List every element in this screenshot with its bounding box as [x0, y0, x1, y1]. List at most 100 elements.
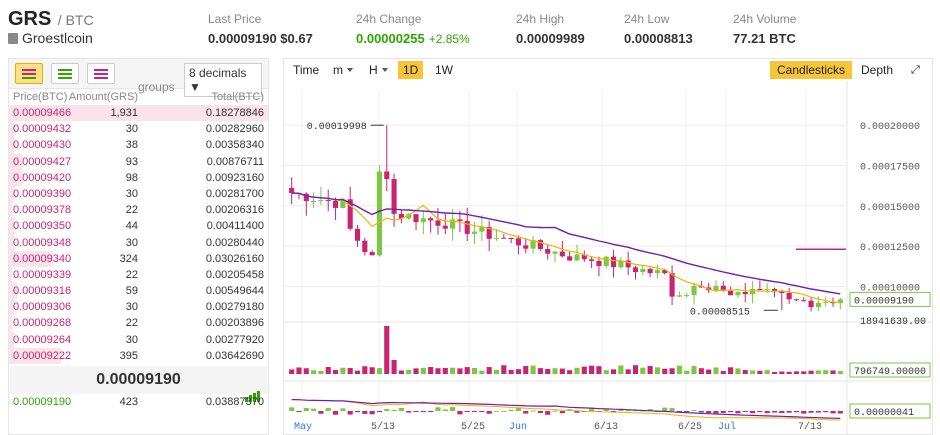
time-button[interactable]: Time — [293, 63, 320, 77]
ask-amount: 98 — [125, 171, 138, 184]
volume-bar — [296, 367, 302, 374]
coin-name: Groestlcoin — [8, 30, 93, 46]
candle-body — [457, 219, 463, 221]
candle-body — [823, 301, 829, 303]
hours-dropdown[interactable]: H — [364, 61, 393, 79]
ask-amount: 30 — [125, 123, 138, 136]
macd-bar — [376, 411, 383, 412]
ask-row[interactable]: 0.00009340 324 0.03026160 — [9, 250, 268, 267]
ask-amount: 59 — [125, 285, 138, 298]
volume-bar — [567, 370, 573, 374]
macd-bar — [771, 411, 778, 413]
volume-bar — [508, 369, 514, 374]
candle-body — [684, 295, 690, 297]
book-view-both-button[interactable] — [15, 63, 43, 84]
low-annotation: 0.00008515 — [690, 307, 750, 318]
macd-bar — [691, 410, 697, 412]
groups-control: groups 8 decimals ▼ — [138, 63, 262, 97]
minutes-dropdown[interactable]: m — [328, 61, 358, 79]
candle-body — [406, 214, 412, 219]
candle-body — [567, 256, 573, 261]
ask-price: 0.00009427 — [13, 155, 72, 168]
candle-body — [764, 289, 770, 291]
volume-bar — [435, 368, 441, 374]
candlesticks-button[interactable]: Candlesticks — [770, 61, 853, 79]
ask-row[interactable]: 0.00009466 1,931 0.18278846 — [9, 105, 268, 122]
candle-body — [720, 285, 726, 291]
depth-button[interactable]: Depth — [861, 63, 894, 77]
ask-total: 0.00411400 — [206, 220, 264, 233]
ask-row[interactable]: 0.00009430 38 0.00358340 — [9, 137, 268, 154]
ask-lines-icon — [94, 69, 108, 71]
current-price-tag: 0.00009190 — [854, 296, 914, 307]
bid-row[interactable]: 0.00009190 423 0.03887370 — [9, 394, 268, 410]
volume-bar — [684, 370, 690, 374]
interval-1w-button[interactable]: 1W — [435, 63, 453, 77]
ask-row[interactable]: 0.00009339 22 0.00205458 — [9, 266, 268, 284]
ask-row[interactable]: 0.00009420 98 0.00923160 — [9, 169, 268, 186]
volume-bar — [610, 369, 617, 374]
ask-price: 0.00009340 — [13, 252, 72, 265]
chart-canvas[interactable]: 0.00020000 0.00017500 0.00015000 0.00012500… — [284, 81, 932, 434]
col-amount: Amount(GRS) — [68, 91, 138, 103]
candles-layer — [289, 125, 843, 312]
macd-current-tag-box — [849, 403, 931, 419]
candle-body — [318, 200, 324, 202]
volume-bar — [457, 368, 463, 374]
volume-bar — [596, 366, 602, 374]
volume-bar — [589, 365, 595, 374]
ask-row[interactable]: 0.00009264 30 0.00277920 — [9, 331, 268, 348]
ask-row[interactable]: 0.00009348 30 0.00280440 — [9, 234, 268, 251]
market-header: GRS / BTC Groestlcoin Last Price 0.00009… — [0, 0, 940, 52]
volume-bar — [713, 367, 719, 374]
interval-1d-button[interactable]: 1D — [398, 61, 424, 79]
volume-bar — [369, 367, 375, 374]
candle-body — [647, 268, 653, 274]
ask-row[interactable]: 0.00009427 93 0.00876711 — [9, 153, 268, 170]
ask-row[interactable]: 0.00009432 30 0.00282960 — [9, 121, 268, 138]
volume-bar — [303, 368, 309, 374]
ask-lines-icon — [22, 69, 36, 71]
macd-bar — [720, 411, 726, 413]
ask-row[interactable]: 0.00009306 30 0.00279180 — [9, 299, 268, 316]
decimals-select[interactable]: 8 decimals ▼ — [184, 63, 262, 97]
ask-row[interactable]: 0.00009378 22 0.00206316 — [9, 202, 268, 219]
chart-toolbar: Time m H 1D 1W Candlesticks Depth ⤢ — [284, 59, 932, 81]
candle-body — [676, 295, 682, 297]
volume-bar — [815, 370, 821, 374]
ask-row[interactable]: 0.00009316 59 0.00549644 — [9, 283, 268, 300]
candle-body — [581, 254, 587, 260]
volume-max-label: 18941639.00 — [860, 317, 926, 328]
candle-body — [728, 290, 734, 296]
macd-bar — [384, 409, 390, 411]
ma-fast-line — [291, 192, 841, 303]
macd-bar — [289, 407, 295, 411]
depth-bar — [9, 283, 17, 300]
order-book-header: Price(BTC) Amount(GRS) Total(BTC) — [9, 89, 268, 105]
candle-body — [757, 289, 763, 291]
high-annotation: 0.00019998 — [307, 122, 367, 133]
ask-total: 0.00279180 — [205, 301, 264, 314]
macd-bar — [823, 411, 829, 413]
stat-value: 0.00008813 — [624, 31, 693, 46]
volume-bar — [808, 370, 814, 374]
volume-bar — [479, 370, 485, 374]
macd-bar — [713, 411, 719, 414]
book-view-bids-button[interactable] — [51, 63, 79, 84]
candle-body — [523, 245, 529, 249]
candle-body — [742, 291, 748, 295]
macd-bar — [354, 411, 361, 413]
book-view-asks-button[interactable] — [87, 63, 115, 84]
ask-row[interactable]: 0.00009350 44 0.00411400 — [9, 218, 268, 235]
volume-bar — [691, 366, 697, 374]
ask-row[interactable]: 0.00009268 22 0.00203896 — [9, 315, 268, 332]
depth-bar — [9, 105, 268, 122]
ask-row[interactable]: 0.00009390 30 0.00281700 — [9, 185, 268, 203]
ask-row[interactable]: 0.00009222 395 0.03642690 — [9, 347, 268, 364]
stat-24h-high: 24h High 0.00009989 — [516, 12, 585, 46]
volume-bar — [325, 367, 331, 374]
depth-bar — [9, 169, 22, 186]
candle-body — [713, 285, 719, 291]
macd-line — [291, 399, 841, 419]
fullscreen-icon[interactable]: ⤢ — [911, 64, 920, 76]
